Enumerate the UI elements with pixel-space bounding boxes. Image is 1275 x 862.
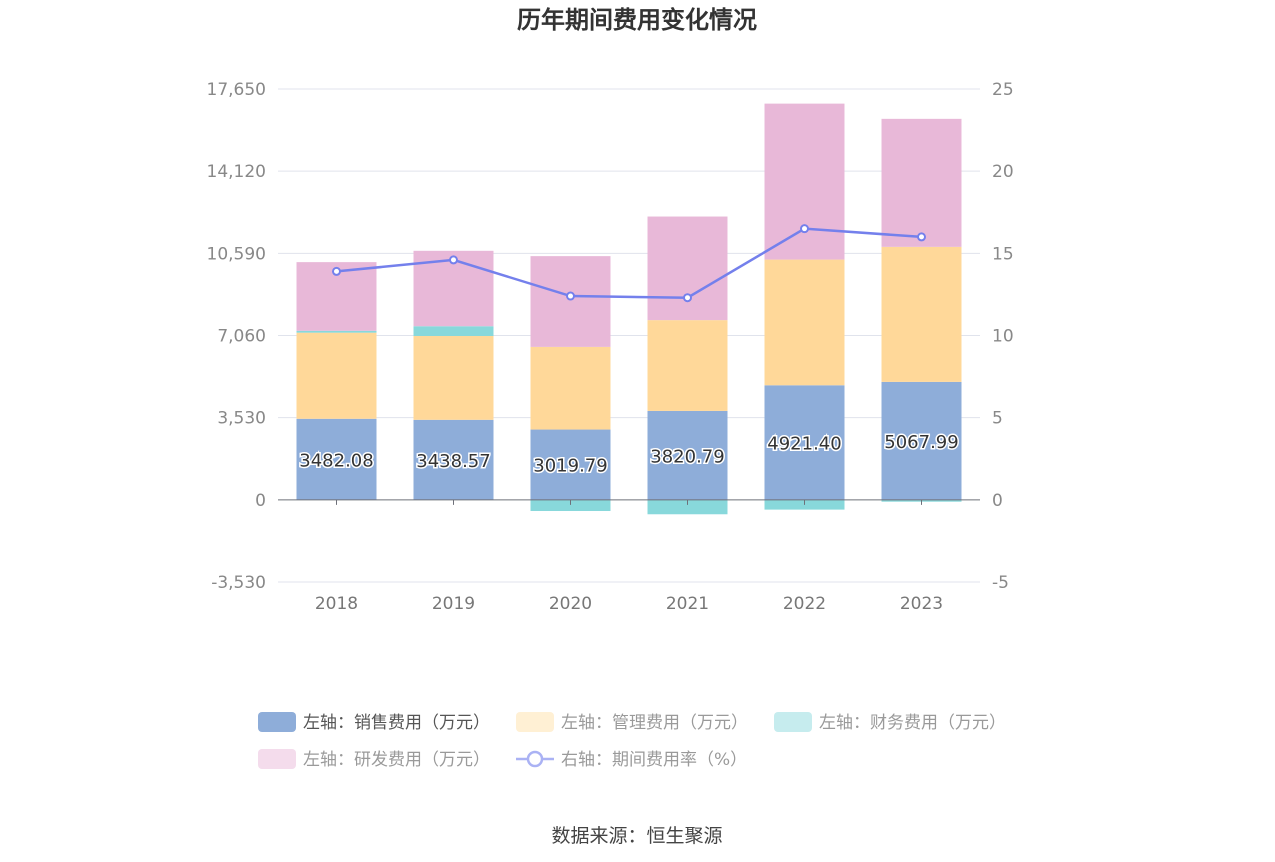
rate-point-2023[interactable] [917,232,926,242]
legend-swatch [774,712,812,732]
bar-1-2023[interactable] [881,246,962,382]
legend-label: 左轴：管理费用（万元） [561,713,748,733]
bar-0-2022[interactable] [764,385,845,500]
bar-1-2021[interactable] [647,320,728,411]
left-axis: 17,650 14,120 10,590 7,060 3,530 0 -3,530 [207,80,266,593]
bar-1-2022[interactable] [764,259,845,386]
legend-label: 左轴：研发费用（万元） [303,750,490,770]
bar-2-2021[interactable] [647,499,728,515]
source-note: 数据来源：恒生聚源 [551,825,722,847]
x-tick-label: 2022 [783,594,826,614]
data-label-2023: 5067.99 [884,432,958,453]
legend-item-2[interactable]: 左轴：财务费用（万元） [774,712,1006,733]
bars [296,103,962,515]
right-tick-label: 15 [992,244,1014,264]
legend-item-4[interactable]: 右轴：期间费用率（%） [516,750,747,770]
legend[interactable]: 左轴：销售费用（万元） 左轴：管理费用（万元） 左轴：财务费用（万元） 左轴：研发费用… [258,712,1006,770]
left-tick-label: 3,530 [217,409,266,429]
bar-0-2018[interactable] [296,418,377,500]
x-tick-label: 2021 [666,594,709,614]
legend-label: 右轴：期间费用率（%） [561,750,747,770]
legend-label: 左轴：销售费用（万元） [303,713,490,733]
legend-item-0[interactable]: 左轴：销售费用（万元） [258,712,490,733]
x-tick-label: 2018 [315,594,358,614]
grid-lines [278,88,980,583]
right-tick-label: 5 [992,409,1003,429]
right-tick-label: 10 [992,327,1014,347]
rate-line [332,224,926,303]
data-label-2018: 3482.08 [299,450,373,471]
left-tick-label: 0 [255,491,266,511]
x-tick-label: 2023 [900,594,943,614]
legend-swatch [258,712,296,732]
left-tick-label: 17,650 [207,80,266,100]
bar-2-2019[interactable] [413,326,494,336]
rate-point-2018[interactable] [332,266,341,276]
right-axis: 25 20 15 10 5 0 -5 [992,80,1014,593]
bar-3-2022[interactable] [764,103,845,260]
left-tick-label: 10,590 [207,244,266,264]
bar-3-2020[interactable] [530,256,611,347]
right-tick-label: -5 [992,573,1009,593]
bar-2-2018[interactable] [296,330,377,333]
rate-point-2020[interactable] [566,291,575,301]
bar-3-2021[interactable] [647,216,728,321]
data-label-2020: 3019.79 [533,456,607,477]
bar-0-2020[interactable] [530,429,611,500]
bar-1-2019[interactable] [413,335,494,420]
bar-1-2020[interactable] [530,346,611,430]
legend-item-3[interactable]: 左轴：研发费用（万元） [258,749,490,770]
data-label-2022: 4921.40 [767,434,841,455]
rate-line-path [336,227,922,299]
left-tick-label: -3,530 [211,573,266,593]
right-tick-label: 20 [992,162,1014,182]
right-tick-label: 0 [992,491,1003,511]
x-tick-label: 2019 [432,594,475,614]
rate-point-2021[interactable] [683,293,692,303]
chart-title: 历年期间费用变化情况 [517,6,757,34]
data-label-2021: 3820.79 [650,446,724,467]
left-tick-label: 7,060 [217,327,266,347]
x-axis-ticks: 2018 2019 2020 2021 2022 2023 [315,594,943,614]
rate-point-2019[interactable] [449,255,458,265]
bar-0-2021[interactable] [647,410,728,500]
legend-marker-swatch [526,750,544,768]
bar-0-2019[interactable] [413,419,494,500]
legend-item-1[interactable]: 左轴：管理费用（万元） [516,712,748,733]
left-tick-label: 14,120 [207,162,266,182]
bar-3-2023[interactable] [881,118,962,247]
bar-1-2018[interactable] [296,332,377,419]
x-axis [278,499,980,505]
bar-0-2023[interactable] [881,381,962,500]
legend-swatch [258,749,296,769]
x-tick-label: 2020 [549,594,592,614]
bar-2-2020[interactable] [530,499,611,512]
legend-swatch [516,712,554,732]
legend-label: 左轴：财务费用（万元） [819,713,1006,733]
right-tick-label: 25 [992,80,1014,100]
rate-point-2022[interactable] [800,224,809,234]
data-labels: 3482.08 3438.57 3019.79 3820.79 4921.40 5067.… [298,430,960,478]
data-label-2019: 3438.57 [416,451,490,472]
